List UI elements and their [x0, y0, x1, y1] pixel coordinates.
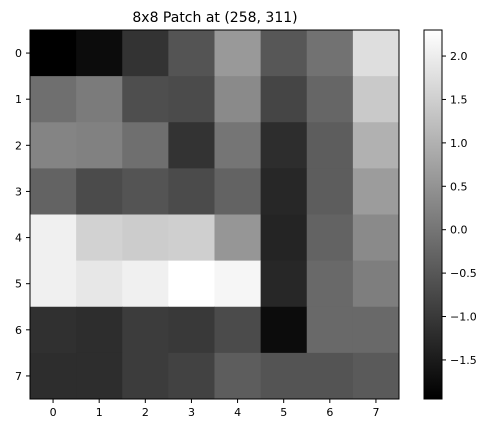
heatmap-cell [168, 352, 215, 400]
heatmap-cell [260, 30, 308, 77]
heatmap-cell [168, 214, 215, 262]
colorbar-tick-label: 1.5 [450, 93, 468, 106]
colorbar-axis: 2.0 1.5 1.0 0.5 0.0 −0.5 −1.0 −1.5 [442, 50, 477, 367]
x-tick-label: 2 [142, 406, 149, 419]
x-tick-label: 3 [188, 406, 195, 419]
heatmap-cell [76, 168, 123, 215]
heatmap-cell [214, 30, 262, 77]
heatmap-cell [122, 122, 169, 169]
heatmap-cell [214, 214, 262, 262]
y-tick-label: 6 [15, 324, 22, 337]
x-tick-label: 4 [234, 406, 241, 419]
colorbar-tick-label: −1.5 [450, 354, 477, 367]
heatmap-cell [168, 260, 215, 308]
y-tick-label: 2 [15, 139, 22, 152]
heatmap-cell [260, 306, 308, 354]
heatmap-cell [260, 352, 308, 400]
y-tick-label: 4 [15, 232, 22, 245]
colorbar-tick-label: 0.0 [450, 224, 468, 237]
x-tick-label: 0 [50, 406, 57, 419]
heatmap-cell [306, 168, 354, 215]
heatmap-cell [352, 76, 400, 123]
colorbar-tick-label: 2.0 [450, 50, 468, 63]
heatmap-cell [352, 214, 400, 262]
heatmap-cell [76, 76, 123, 123]
heatmap-cell [352, 352, 400, 400]
colorbar [423, 29, 443, 400]
y-tick-label: 0 [15, 47, 22, 60]
heatmap-cell [352, 30, 400, 77]
heatmap-cell [30, 30, 77, 77]
heatmap-cell [260, 122, 308, 169]
y-axis: 0 1 2 3 4 5 6 7 [15, 47, 30, 383]
heatmap-cell [76, 122, 123, 169]
heatmap-cell [260, 168, 308, 215]
heatmap-cell [30, 306, 77, 354]
heatmap-cell [168, 122, 215, 169]
colorbar-tick-label: −1.0 [450, 311, 477, 324]
heatmap-cell [352, 122, 400, 169]
heatmap-cell [30, 122, 77, 169]
heatmap-cell [122, 168, 169, 215]
heatmap-cell [76, 352, 123, 400]
heatmap-cell [76, 214, 123, 262]
heatmap-cell [214, 306, 262, 354]
heatmap-cell [214, 260, 262, 308]
heatmap-cell [214, 122, 262, 169]
heatmap-cell [214, 168, 262, 215]
heatmap-cell [306, 30, 354, 77]
x-tick-label: 1 [96, 406, 103, 419]
heatmap-cell [214, 352, 262, 400]
heatmap-cell [306, 352, 354, 400]
heatmap-cell [30, 260, 77, 308]
heatmap-cell [30, 168, 77, 215]
colorbar-tick-label: −0.5 [450, 267, 477, 280]
heatmap-cell [306, 122, 354, 169]
colorbar-tick-label: 1.0 [450, 137, 468, 150]
y-tick-label: 7 [15, 370, 22, 383]
heatmap-cell [76, 306, 123, 354]
x-tick-label: 5 [280, 406, 287, 419]
heatmap-cell [122, 30, 169, 77]
heatmap-cell [168, 30, 215, 77]
y-tick-label: 3 [15, 185, 22, 198]
heatmap-cell [306, 76, 354, 123]
heatmap-cell [122, 352, 169, 400]
heatmap-cell [260, 76, 308, 123]
colorbar-tick-label: 0.5 [450, 180, 468, 193]
heatmap-cell [306, 306, 354, 354]
x-axis: 0 1 2 3 4 5 6 7 [50, 399, 379, 419]
heatmap-cell [260, 214, 308, 262]
y-tick-label: 5 [15, 278, 22, 291]
heatmap-cell [30, 214, 77, 262]
y-tick-label: 1 [15, 93, 22, 106]
x-tick-label: 6 [326, 406, 333, 419]
heatmap-cell [168, 168, 215, 215]
plot-frame [29, 29, 400, 400]
heatmap-cell [122, 214, 169, 262]
heatmap-cell [352, 168, 400, 215]
heatmap-cell [352, 260, 400, 308]
x-tick-label: 7 [372, 406, 379, 419]
heatmap-cell [122, 260, 169, 308]
heatmap-cell [122, 76, 169, 123]
heatmap-cell [352, 306, 400, 354]
heatmap-cell [122, 306, 169, 354]
heatmap-cell [168, 76, 215, 123]
heatmap-cell [306, 214, 354, 262]
heatmap-cell [306, 260, 354, 308]
heatmap-cell [76, 260, 123, 308]
heatmap-cell [214, 76, 262, 123]
heatmap-cells [30, 30, 400, 400]
chart-title: 8x8 Patch at (258, 311) [132, 10, 297, 26]
heatmap-cell [30, 76, 77, 123]
heatmap-cell [76, 30, 123, 77]
heatmap-cell [30, 352, 77, 400]
heatmap-cell [260, 260, 308, 308]
heatmap-cell [168, 306, 215, 354]
